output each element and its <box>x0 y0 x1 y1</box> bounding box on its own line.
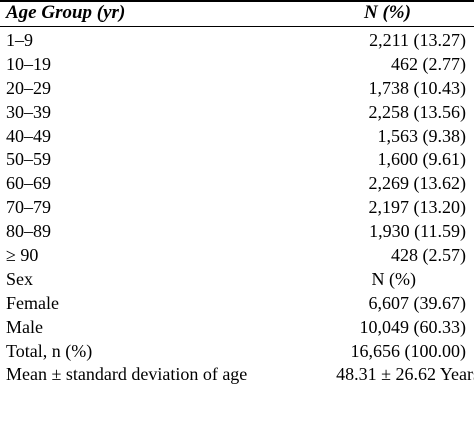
table-row: ≥ 90 428 (2.57) <box>0 244 474 268</box>
row-value: 462 (2.77) <box>391 53 466 74</box>
row-label: 40–49 <box>6 125 51 146</box>
table-row: 40–49 1,563 (9.38) <box>0 125 474 149</box>
row-value: 16,656 (100.00) <box>350 340 467 361</box>
table-top-rule <box>0 0 474 2</box>
table-row: 80–89 1,930 (11.59) <box>0 220 474 244</box>
row-value: 2,211 (13.27) <box>369 30 466 50</box>
row-value: 2,258 (13.56) <box>368 101 467 122</box>
table-header-rule <box>0 26 474 27</box>
row-label: 10–19 <box>6 53 51 74</box>
row-value: 2,197 (13.20) <box>368 197 467 218</box>
row-value: 2,269 (13.62) <box>368 173 467 194</box>
row-value: 1,600 (9.61) <box>377 149 467 170</box>
table-row: 70–79 2,197 (13.20) <box>0 196 474 220</box>
row-label: 80–89 <box>6 221 51 242</box>
table-row: 50–59 1,600 (9.61) <box>0 148 474 172</box>
table-row-total: Total, n (%) 16,656 (100.00) <box>0 340 474 364</box>
row-label: 60–69 <box>6 173 51 194</box>
table-row: 10–19 462 (2.77) <box>0 53 474 77</box>
table-row-mean-age: Mean ± standard deviation of age 48.31 ±… <box>0 363 474 409</box>
table-row-sex-header: Sex N (%) <box>0 268 474 292</box>
row-label: 30–39 <box>6 101 51 122</box>
row-value: 428 (2.57) <box>391 245 466 266</box>
table-row: Male 10,049 (60.33) <box>0 316 474 340</box>
row-value: 1,738 (10.43) <box>368 77 467 98</box>
table-body: 1–9 2,211 (13.27) 10–19 462 (2.77) 20–29… <box>0 29 474 409</box>
row-value: 1,930 (11.59) <box>369 221 466 242</box>
row-label: Mean ± standard deviation of age <box>6 364 248 385</box>
table-row: 20–29 1,738 (10.43) <box>0 77 474 101</box>
row-label: Sex <box>6 268 33 289</box>
header-age-group: Age Group (yr) <box>6 2 126 23</box>
row-label: ≥ 90 <box>6 245 39 266</box>
table-row: Female 6,607 (39.67) <box>0 292 474 316</box>
row-value: 10,049 (60.33) <box>359 316 467 337</box>
row-value: N (%) <box>371 268 416 289</box>
table-row: 60–69 2,269 (13.62) <box>0 172 474 196</box>
row-value: 6,607 (39.67) <box>368 292 467 313</box>
row-label: Male <box>6 316 43 337</box>
table-header-row: Age Group (yr) N (%) <box>0 0 474 26</box>
row-label: Total, n (%) <box>6 340 93 361</box>
table-row: 30–39 2,258 (13.56) <box>0 101 474 125</box>
row-label: 1–9 <box>6 30 33 50</box>
header-n-percent: N (%) <box>364 2 411 23</box>
table-row: 1–9 2,211 (13.27) <box>0 29 474 53</box>
row-label: 70–79 <box>6 197 51 218</box>
row-label: 20–29 <box>6 77 51 98</box>
row-value: 48.31 ± 26.62 Years <box>336 364 474 385</box>
row-label: Female <box>6 292 59 313</box>
row-label: 50–59 <box>6 149 51 170</box>
row-value: 1,563 (9.38) <box>377 125 467 146</box>
